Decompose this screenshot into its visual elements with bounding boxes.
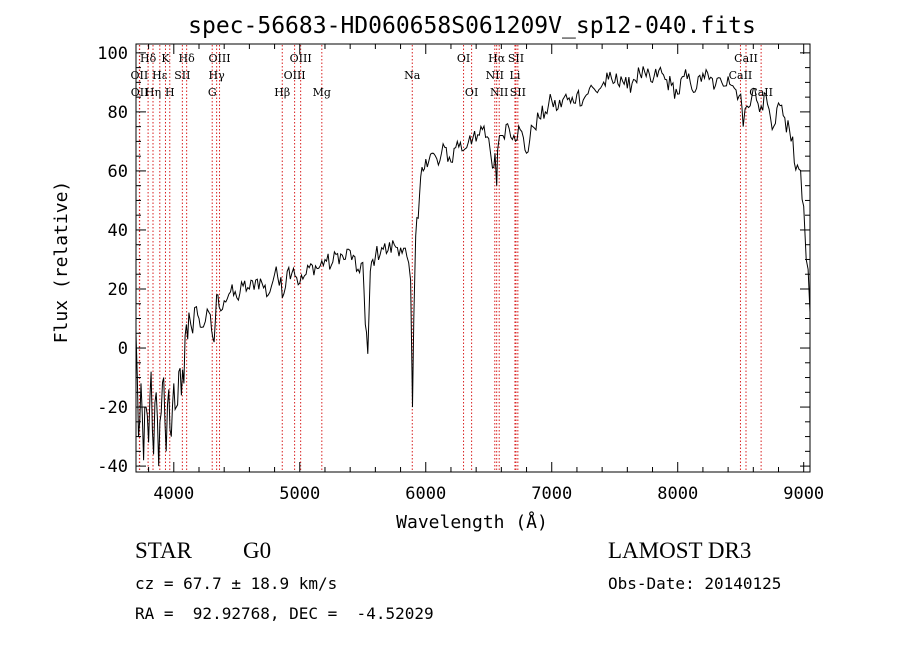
axis-ticks: 4000 5000 6000 7000 8000 9000 -40 -20 0 20 40 60 80 1… (97, 44, 824, 504)
y-tick-label: 100 (97, 44, 128, 64)
spectral-line-label: Hη (145, 86, 161, 99)
spectral-line-label: NII (486, 69, 504, 82)
y-tick-label: 0 (118, 339, 128, 359)
x-tick-label: 8000 (657, 484, 698, 504)
spectral-line-label: OII (131, 69, 149, 82)
y-tick-label: 40 (108, 221, 128, 241)
spectral-line-label: Hδ (179, 52, 196, 65)
y-axis-label: Flux (relative) (51, 181, 72, 344)
spectral-line-markers (138, 45, 762, 471)
spectrum-line (135, 66, 811, 467)
spectral-line-label: H (165, 86, 175, 99)
spectral-line-label: OIII (208, 52, 230, 65)
spectral-line-label: CaII (729, 69, 753, 82)
object-subclass: G0 (243, 538, 272, 563)
x-tick-label: 9000 (783, 484, 824, 504)
obs-date-readout: Obs-Date: 20140125 (608, 574, 782, 593)
spectral-line-label: Hα (488, 52, 506, 65)
spectral-line-label: K (161, 52, 170, 65)
x-tick-label: 7000 (531, 484, 572, 504)
spectral-line-label: NII (490, 86, 508, 99)
spectral-line-label: SII (508, 52, 524, 65)
spectral-line-label: OI (457, 52, 470, 65)
spectral-line-label: CaII (734, 52, 758, 65)
x-tick-label: 4000 (153, 484, 194, 504)
spectral-line-label: Mg (313, 86, 331, 99)
spectral-line-label: OII (131, 86, 149, 99)
spectral-line-label: Li (510, 69, 521, 82)
spectral-line-label: G (208, 86, 217, 99)
plot-frame (135, 43, 811, 473)
x-axis-label: Wavelength (Å) (396, 511, 548, 533)
object-class: STAR (135, 538, 192, 563)
spectral-line-label: OIII (290, 52, 312, 65)
coords-readout: RA = 92.92768, DEC = -4.52029 (135, 604, 434, 623)
spectral-line-label: OIII (284, 69, 306, 82)
spectral-line-label: Na (404, 69, 421, 82)
spectral-line-label: SII (174, 69, 190, 82)
y-tick-label: 60 (108, 162, 128, 182)
x-tick-label: 6000 (405, 484, 446, 504)
x-tick-label: 5000 (279, 484, 320, 504)
y-tick-label: -20 (97, 398, 128, 418)
chart-title: spec-56683-HD060658S061209V_sp12-040.fit… (188, 13, 756, 39)
spectral-line-label: Hγ (209, 69, 226, 82)
spectral-line-label: Hε (152, 69, 168, 82)
spectral-line-label: SII (510, 86, 526, 99)
y-tick-label: -40 (97, 457, 128, 477)
survey-name: LAMOST DR3 (608, 538, 752, 563)
spectral-line-label: Hδ (140, 52, 157, 65)
spectral-line-label: Hβ (274, 86, 290, 99)
spectral-line-label: OI (465, 86, 478, 99)
redshift-readout: cz = 67.7 ± 18.9 km/s (135, 574, 338, 593)
y-tick-label: 80 (108, 103, 128, 123)
y-tick-label: 20 (108, 280, 128, 300)
